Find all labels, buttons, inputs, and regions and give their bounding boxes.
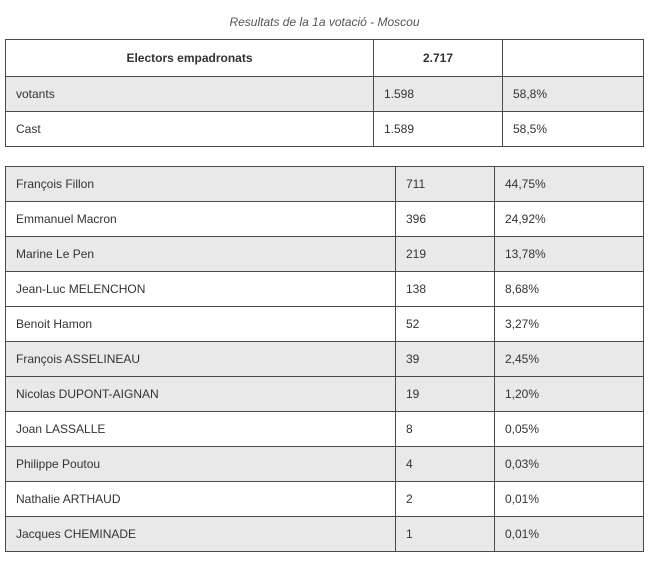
candidate-votes: 219 xyxy=(395,236,495,272)
candidate-votes: 19 xyxy=(395,376,495,412)
candidate-row: Joan LASSALLE 8 0,05% xyxy=(5,411,644,447)
candidate-row: Emmanuel Macron 396 24,92% xyxy=(5,201,644,237)
candidate-pct: 8,68% xyxy=(494,271,644,307)
candidate-row: François ASSELINEAU 39 2,45% xyxy=(5,341,644,377)
candidate-name: Jean-Luc MELENCHON xyxy=(5,271,396,307)
candidate-votes: 8 xyxy=(395,411,495,447)
registered-voters-label: Electors empadronats xyxy=(5,39,374,77)
candidate-name: Benoit Hamon xyxy=(5,306,396,342)
candidate-votes: 711 xyxy=(395,166,495,202)
candidate-name: Jacques CHEMINADE xyxy=(5,516,396,552)
candidate-row: François Fillon 711 44,75% xyxy=(5,166,644,202)
candidate-name: François Fillon xyxy=(5,166,396,202)
candidate-name: Joan LASSALLE xyxy=(5,411,396,447)
candidate-votes: 39 xyxy=(395,341,495,377)
summary-row: votants 1.598 58,8% xyxy=(5,76,644,112)
candidate-pct: 13,78% xyxy=(494,236,644,272)
summary-row: Cast 1.589 58,5% xyxy=(5,111,644,147)
candidate-votes: 52 xyxy=(395,306,495,342)
candidate-row: Benoit Hamon 52 3,27% xyxy=(5,306,644,342)
candidate-votes: 2 xyxy=(395,481,495,517)
registered-voters-pct xyxy=(502,39,644,77)
summary-row-value: 1.598 xyxy=(373,76,503,112)
candidate-votes: 396 xyxy=(395,201,495,237)
candidate-row: Marine Le Pen 219 13,78% xyxy=(5,236,644,272)
summary-header-row: Electors empadronats 2.717 xyxy=(5,39,644,77)
table-caption: Resultats de la 1a votació - Moscou xyxy=(229,15,420,29)
candidate-name: Emmanuel Macron xyxy=(5,201,396,237)
summary-row-pct: 58,8% xyxy=(502,76,644,112)
summary-table: Electors empadronats 2.717 votants 1.598… xyxy=(5,39,644,147)
candidate-pct: 0,01% xyxy=(494,481,644,517)
candidate-name: Philippe Poutou xyxy=(5,446,396,482)
summary-row-value: 1.589 xyxy=(373,111,503,147)
candidate-name: Nicolas DUPONT-AIGNAN xyxy=(5,376,396,412)
summary-row-pct: 58,5% xyxy=(502,111,644,147)
candidate-row: Jean-Luc MELENCHON 138 8,68% xyxy=(5,271,644,307)
candidate-row: Philippe Poutou 4 0,03% xyxy=(5,446,644,482)
candidate-name: Marine Le Pen xyxy=(5,236,396,272)
candidate-pct: 0,05% xyxy=(494,411,644,447)
candidate-pct: 2,45% xyxy=(494,341,644,377)
candidate-name: François ASSELINEAU xyxy=(5,341,396,377)
candidate-votes: 138 xyxy=(395,271,495,307)
candidate-votes: 4 xyxy=(395,446,495,482)
candidate-pct: 1,20% xyxy=(494,376,644,412)
registered-voters-value: 2.717 xyxy=(373,39,503,77)
candidate-row: Nathalie ARTHAUD 2 0,01% xyxy=(5,481,644,517)
candidate-votes: 1 xyxy=(395,516,495,552)
candidate-row: Nicolas DUPONT-AIGNAN 19 1,20% xyxy=(5,376,644,412)
candidate-name: Nathalie ARTHAUD xyxy=(5,481,396,517)
candidate-pct: 44,75% xyxy=(494,166,644,202)
candidate-pct: 24,92% xyxy=(494,201,644,237)
summary-row-label: votants xyxy=(5,76,374,112)
candidate-pct: 3,27% xyxy=(494,306,644,342)
candidate-pct: 0,03% xyxy=(494,446,644,482)
candidate-row: Jacques CHEMINADE 1 0,01% xyxy=(5,516,644,552)
summary-row-label: Cast xyxy=(5,111,374,147)
results-table: François Fillon 711 44,75% Emmanuel Macr… xyxy=(5,166,644,552)
candidate-pct: 0,01% xyxy=(494,516,644,552)
